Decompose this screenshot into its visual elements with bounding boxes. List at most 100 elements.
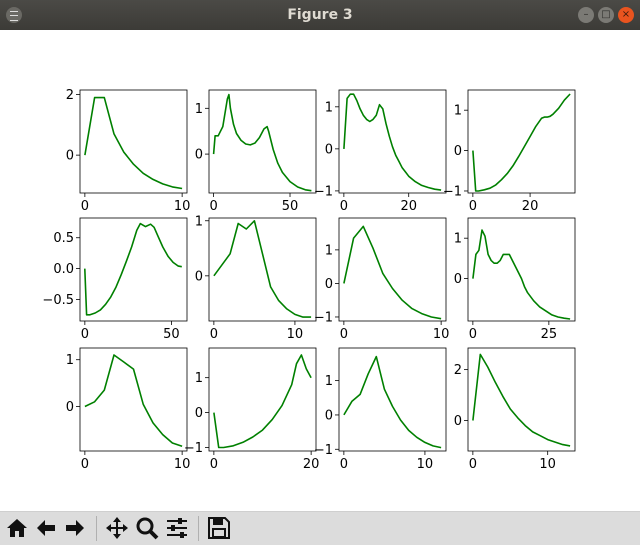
x-tick-label: 20: [522, 199, 539, 214]
pan-icon: [106, 517, 128, 539]
y-tick-label: −1: [314, 443, 333, 458]
toolbar-separator: [198, 516, 199, 541]
y-tick-label: 1: [195, 371, 203, 386]
axes-frame: [338, 347, 447, 452]
y-tick-label: 0: [66, 149, 74, 164]
y-tick-label: 1: [325, 100, 333, 115]
x-tick-label: 10: [417, 457, 434, 472]
series-line: [472, 229, 571, 320]
y-tick-label: 1: [325, 374, 333, 389]
back-arrow-icon: [37, 520, 55, 536]
window-menu-icon[interactable]: [6, 7, 22, 23]
back-button[interactable]: [33, 515, 59, 541]
forward-arrow-icon: [66, 520, 84, 536]
toolbar-separator: [96, 516, 97, 541]
subplot-12: 0 10 0 2: [454, 347, 576, 472]
axes-frame: [467, 89, 576, 194]
x-tick-label: 0: [340, 199, 348, 214]
axes-frame: [467, 217, 576, 322]
maximize-icon[interactable]: □: [598, 7, 614, 23]
series-line: [343, 93, 442, 191]
y-tick-label: 1: [454, 104, 462, 119]
minimize-icon[interactable]: –: [578, 7, 594, 23]
axes-frame: [338, 89, 447, 194]
home-button[interactable]: [4, 515, 30, 541]
axes-frame: [338, 217, 447, 322]
subplot-5: 0 50 −0.5 0.0 0.5: [42, 217, 188, 342]
y-tick-label: 0: [195, 406, 203, 421]
subplot-1: 0 10 0 2: [66, 88, 191, 214]
zoom-button[interactable]: [134, 515, 160, 541]
series-line: [472, 93, 571, 192]
x-tick-label: 0: [469, 199, 477, 214]
series-line: [343, 355, 442, 449]
subplot-6: 0 10 0 1: [195, 214, 317, 342]
window-title: Figure 3: [287, 7, 353, 23]
title-bar: Figure 3 – □ ×: [0, 0, 640, 30]
x-tick-label: 0: [81, 199, 89, 214]
configure-subplots-button[interactable]: [164, 515, 190, 541]
y-tick-label: −1: [184, 441, 203, 456]
x-tick-label: 10: [539, 457, 556, 472]
series-line: [84, 354, 183, 448]
y-tick-label: 0: [454, 272, 462, 287]
x-tick-label: 0: [210, 327, 218, 342]
axes-frame: [79, 89, 188, 194]
subplot-8: 0 25 0 1: [454, 217, 576, 342]
y-tick-label: 0: [195, 269, 203, 284]
save-icon: [208, 517, 230, 539]
subplot-11: 0 10 −1 0 1: [314, 347, 447, 472]
navigation-toolbar: [0, 511, 640, 545]
y-tick-label: −1: [314, 310, 333, 325]
series-line: [472, 353, 571, 447]
y-tick-label: 0.0: [53, 262, 74, 277]
axes-frame: [79, 347, 188, 452]
y-tick-label: 1: [195, 214, 203, 229]
axes-frame: [208, 89, 317, 194]
y-tick-label: 0: [195, 148, 203, 163]
pan-button[interactable]: [104, 515, 130, 541]
y-tick-label: 1: [195, 102, 203, 117]
x-tick-label: 20: [400, 199, 417, 214]
y-tick-label: 1: [325, 243, 333, 258]
x-tick-label: 10: [174, 457, 191, 472]
subplot-10: 0 20 −1 0 1: [184, 347, 320, 472]
x-tick-label: 25: [541, 327, 558, 342]
x-tick-label: 20: [303, 457, 320, 472]
series-line: [212, 93, 312, 192]
y-tick-label: 0: [325, 277, 333, 292]
subplot-7: 0 10 −1 0 1: [314, 217, 450, 342]
y-tick-label: −1: [443, 184, 462, 199]
y-tick-label: 2: [454, 363, 462, 378]
axes-frame: [208, 217, 317, 322]
series-line: [343, 225, 442, 320]
subplot-2: 0 50 0 1: [195, 89, 317, 214]
y-tick-label: 1: [454, 232, 462, 247]
y-tick-label: 0: [454, 144, 462, 159]
x-tick-label: 0: [469, 457, 477, 472]
x-tick-label: 0: [81, 457, 89, 472]
y-tick-label: 0: [454, 414, 462, 429]
y-tick-label: −1: [314, 184, 333, 199]
home-icon: [7, 519, 27, 537]
axes-frame: [79, 217, 188, 322]
x-tick-label: 50: [282, 199, 299, 214]
configure-subplots-icon: [167, 518, 187, 538]
forward-button[interactable]: [62, 515, 88, 541]
series-line: [84, 96, 183, 190]
close-icon[interactable]: ×: [618, 7, 634, 23]
save-button[interactable]: [206, 515, 232, 541]
y-tick-label: 0.5: [53, 231, 74, 246]
axes-frame: [208, 347, 317, 452]
x-tick-label: 0: [210, 457, 218, 472]
y-tick-label: −0.5: [42, 293, 74, 308]
x-tick-label: 10: [287, 327, 304, 342]
y-tick-label: 0: [325, 408, 333, 423]
y-tick-label: 1: [66, 353, 74, 368]
zoom-icon: [136, 517, 159, 540]
subplot-4: 0 20 −1 0 1: [443, 89, 576, 214]
x-tick-label: 10: [174, 199, 191, 214]
series-line: [84, 222, 182, 316]
x-tick-label: 10: [433, 327, 450, 342]
